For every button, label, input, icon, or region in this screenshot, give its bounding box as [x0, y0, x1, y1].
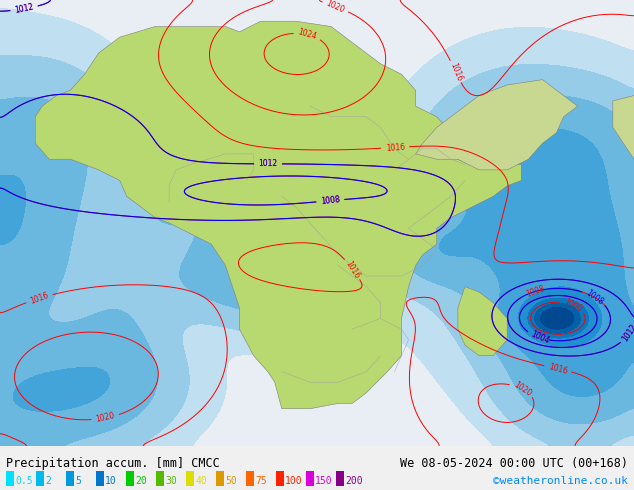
- Text: 1004: 1004: [529, 330, 551, 346]
- Bar: [336, 471, 344, 487]
- Polygon shape: [416, 80, 578, 170]
- Text: ©weatheronline.co.uk: ©weatheronline.co.uk: [493, 476, 628, 487]
- Text: 10: 10: [105, 476, 117, 487]
- Text: 50: 50: [225, 476, 236, 487]
- Bar: [96, 471, 104, 487]
- Text: 5: 5: [75, 476, 81, 487]
- Bar: [6, 471, 14, 487]
- Text: 1020: 1020: [325, 0, 346, 15]
- Text: 2: 2: [45, 476, 51, 487]
- Bar: [156, 471, 164, 487]
- Bar: [306, 471, 314, 487]
- Text: 20: 20: [135, 476, 147, 487]
- Text: Precipitation accum. [mm] CMCC: Precipitation accum. [mm] CMCC: [6, 457, 220, 470]
- Text: 1012: 1012: [259, 159, 278, 169]
- Bar: [36, 471, 44, 487]
- Text: 40: 40: [195, 476, 207, 487]
- Text: 0.5: 0.5: [15, 476, 33, 487]
- Text: 1008: 1008: [320, 195, 340, 206]
- Text: 1020: 1020: [512, 380, 533, 398]
- Text: 1016: 1016: [448, 61, 463, 82]
- Bar: [276, 471, 283, 487]
- Polygon shape: [36, 21, 521, 409]
- Polygon shape: [458, 287, 507, 356]
- Text: 1008: 1008: [320, 195, 340, 206]
- Text: 1012: 1012: [259, 159, 278, 169]
- Text: 100: 100: [285, 476, 302, 487]
- Bar: [186, 471, 194, 487]
- Text: 1012: 1012: [14, 2, 34, 15]
- Text: 1012: 1012: [14, 2, 34, 15]
- Bar: [216, 471, 224, 487]
- Text: 1008: 1008: [584, 288, 605, 307]
- Text: 1000: 1000: [562, 296, 584, 314]
- Text: 1016: 1016: [29, 291, 50, 306]
- Text: 30: 30: [165, 476, 177, 487]
- Text: 1024: 1024: [297, 27, 318, 42]
- Text: 1020: 1020: [95, 412, 116, 424]
- Text: We 08-05-2024 00:00 UTC (00+168): We 08-05-2024 00:00 UTC (00+168): [399, 457, 628, 470]
- Text: 1008: 1008: [524, 284, 545, 299]
- Text: 1012: 1012: [620, 322, 634, 343]
- Text: 1012: 1012: [620, 322, 634, 343]
- Text: 1004: 1004: [529, 330, 551, 346]
- Bar: [67, 471, 74, 487]
- Bar: [126, 471, 134, 487]
- Text: 150: 150: [315, 476, 333, 487]
- Text: 1016: 1016: [344, 259, 361, 280]
- Text: 75: 75: [255, 476, 267, 487]
- Text: 1016: 1016: [547, 362, 568, 376]
- Polygon shape: [613, 96, 634, 191]
- Text: 1016: 1016: [385, 142, 405, 152]
- Text: 200: 200: [345, 476, 363, 487]
- Bar: [246, 471, 254, 487]
